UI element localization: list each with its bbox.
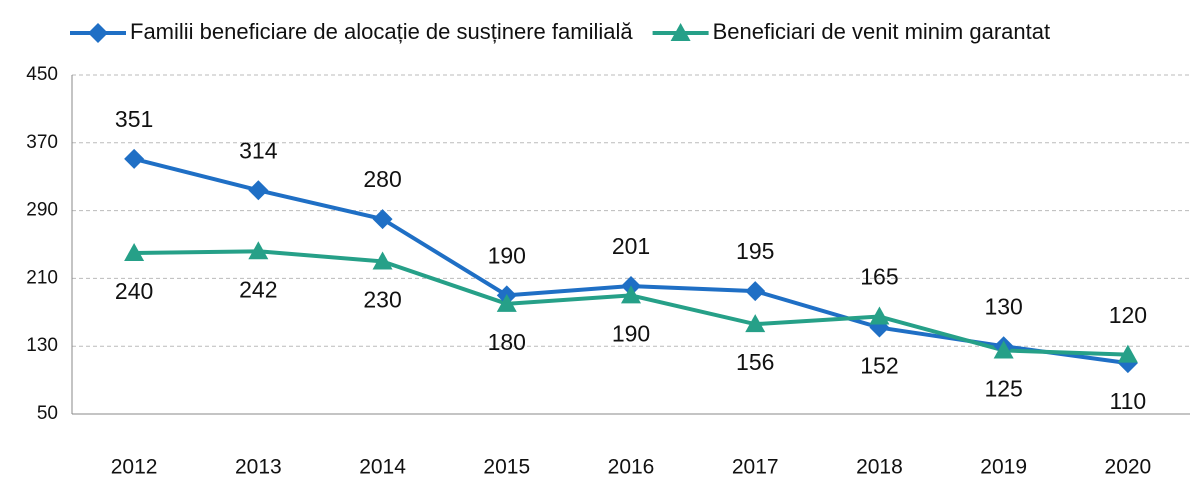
y-tick-label: 130 (26, 335, 58, 356)
data-label: 130 (984, 293, 1022, 319)
marker (248, 241, 269, 260)
data-label: 230 (363, 287, 401, 313)
legend-label: Beneficiari de venit minim garantat (713, 19, 1051, 44)
marker (745, 281, 766, 302)
marker (869, 306, 890, 325)
data-label: 110 (1110, 388, 1147, 414)
data-label: 190 (488, 242, 526, 268)
y-tick-label: 370 (26, 132, 58, 153)
x-tick-label: 2019 (980, 456, 1027, 479)
data-label: 195 (736, 238, 774, 264)
y-tick-label: 50 (37, 403, 58, 424)
marker (124, 148, 145, 169)
marker (372, 251, 393, 270)
x-tick-label: 2016 (608, 456, 655, 479)
data-label: 314 (239, 137, 278, 163)
y-tick-label: 450 (26, 64, 58, 85)
marker (670, 23, 691, 41)
marker (621, 285, 641, 304)
data-label: 242 (239, 276, 277, 302)
marker (248, 180, 269, 201)
y-tick-label: 210 (26, 267, 58, 288)
x-tick-label: 2018 (856, 456, 903, 479)
x-tick-label: 2015 (483, 456, 530, 479)
data-label: 120 (1109, 302, 1147, 328)
x-tick-label: 2017 (732, 456, 779, 479)
marker (124, 242, 145, 261)
x-tick-label: 2012 (111, 456, 158, 479)
marker (1117, 344, 1138, 363)
marker (496, 293, 517, 312)
x-tick-label: 2013 (235, 456, 282, 479)
y-tick-label: 290 (26, 200, 58, 221)
data-label: 165 (860, 264, 898, 290)
data-label: 125 (984, 376, 1022, 402)
marker (993, 340, 1014, 359)
marker (88, 23, 108, 43)
data-label: 180 (488, 329, 526, 355)
data-label: 351 (115, 106, 153, 132)
data-label: 156 (736, 349, 774, 375)
x-tick-label: 2020 (1105, 456, 1152, 479)
data-label: 280 (363, 166, 401, 192)
data-label: 190 (612, 320, 650, 346)
data-label: 201 (612, 233, 650, 259)
legend-label: Familii beneficiare de alocație de susți… (130, 19, 633, 44)
marker (372, 209, 393, 230)
data-label: 152 (860, 353, 898, 379)
data-label: 240 (115, 278, 153, 304)
marker (745, 314, 766, 333)
x-tick-label: 2014 (359, 456, 406, 479)
